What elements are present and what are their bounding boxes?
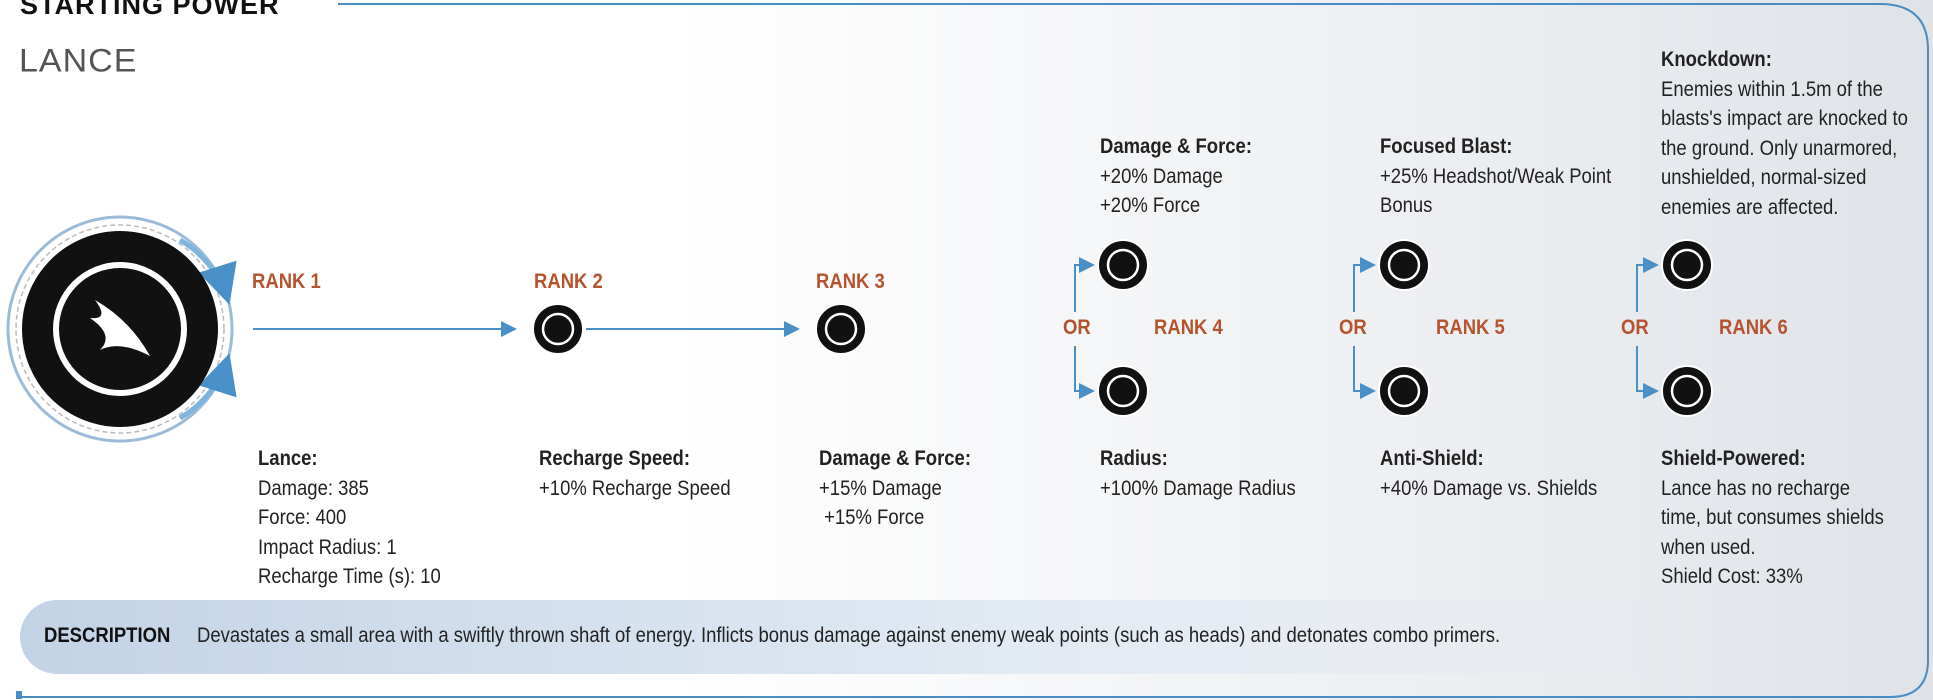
upgrade-line: Recharge Time (s): 10 <box>258 565 441 588</box>
description-label: DESCRIPTION <box>44 624 171 647</box>
upgrade-line: +100% Damage Radius <box>1100 476 1296 500</box>
upgrade-line: when used. <box>1661 535 1756 559</box>
upgrade-line: +15% Damage <box>819 476 942 500</box>
upgrade-line: unshielded, normal-sized <box>1661 166 1867 189</box>
rank-label: RANK 3 <box>816 270 885 293</box>
upgrade-line: Bonus <box>1380 194 1433 217</box>
screen-title: STARTING POWER <box>20 0 280 20</box>
upgrade-name: Recharge Speed: <box>539 447 690 470</box>
upgrade-line: +25% Headshot/Weak Point <box>1380 164 1612 188</box>
upgrade-line: Force: 400 <box>258 506 347 529</box>
upgrade-name: Shield-Powered: <box>1661 447 1806 470</box>
rank-label: RANK 6 <box>1719 316 1788 339</box>
upgrade-text: Focused Blast: +25% Headshot/Weak Point Bo… <box>1380 132 1611 221</box>
upgrade-text: Shield-Powered: Lance has no recharge time… <box>1661 444 1884 592</box>
upgrade-text: Damage & Force: +15% Damage +15% Force <box>819 444 971 533</box>
upgrade-text: Lance: Damage: 385 Force: 400 Impact Radius… <box>258 444 441 592</box>
upgrade-line: Shield Cost: 33% <box>1661 565 1803 588</box>
rank-label: RANK 4 <box>1154 316 1223 339</box>
upgrade-line: +15% Force <box>819 506 925 529</box>
upgrade-line: +20% Force <box>1100 194 1201 217</box>
upgrade-line: enemies are affected. <box>1661 195 1839 219</box>
upgrade-line: the ground. Only unarmored, <box>1661 136 1898 160</box>
upgrade-line: +10% Recharge Speed <box>539 476 731 500</box>
or-label: OR <box>1621 316 1649 339</box>
upgrade-name: Knockdown: <box>1661 48 1772 71</box>
upgrade-name: Radius: <box>1100 447 1168 470</box>
upgrade-line: +40% Damage vs. Shields <box>1380 476 1598 500</box>
rank-label: RANK 5 <box>1436 316 1505 339</box>
upgrade-line: +20% Damage <box>1100 164 1223 188</box>
or-label: OR <box>1063 316 1091 339</box>
upgrade-name: Lance: <box>258 447 318 470</box>
power-name: LANCE <box>19 42 138 80</box>
upgrade-text: Knockdown: Enemies within 1.5m of the blas… <box>1661 45 1908 222</box>
upgrade-name: Damage & Force: <box>1100 135 1252 158</box>
upgrade-line: Lance has no recharge <box>1661 476 1851 500</box>
rank-label: RANK 1 <box>252 270 321 293</box>
upgrade-line: Enemies within 1.5m of the <box>1661 77 1883 101</box>
upgrade-line: Damage: 385 <box>258 476 369 500</box>
upgrade-text: Radius: +100% Damage Radius <box>1100 444 1296 503</box>
upgrade-text: Anti-Shield: +40% Damage vs. Shields <box>1380 444 1597 503</box>
description-band <box>20 600 1660 674</box>
upgrade-line: time, but consumes shields <box>1661 506 1884 529</box>
description-text: Devastates a small area with a swiftly t… <box>197 624 1501 647</box>
or-label: OR <box>1339 316 1367 339</box>
upgrade-name: Anti-Shield: <box>1380 447 1484 470</box>
rank-label: RANK 2 <box>534 270 603 293</box>
upgrade-text: Recharge Speed: +10% Recharge Speed <box>539 444 731 503</box>
upgrade-name: Focused Blast: <box>1380 135 1513 158</box>
upgrade-line: Impact Radius: 1 <box>258 535 397 559</box>
upgrade-name: Damage & Force: <box>819 447 971 470</box>
upgrade-text: Damage & Force: +20% Damage +20% Force <box>1100 132 1252 221</box>
upgrade-line: blasts's impact are knocked to <box>1661 107 1908 130</box>
